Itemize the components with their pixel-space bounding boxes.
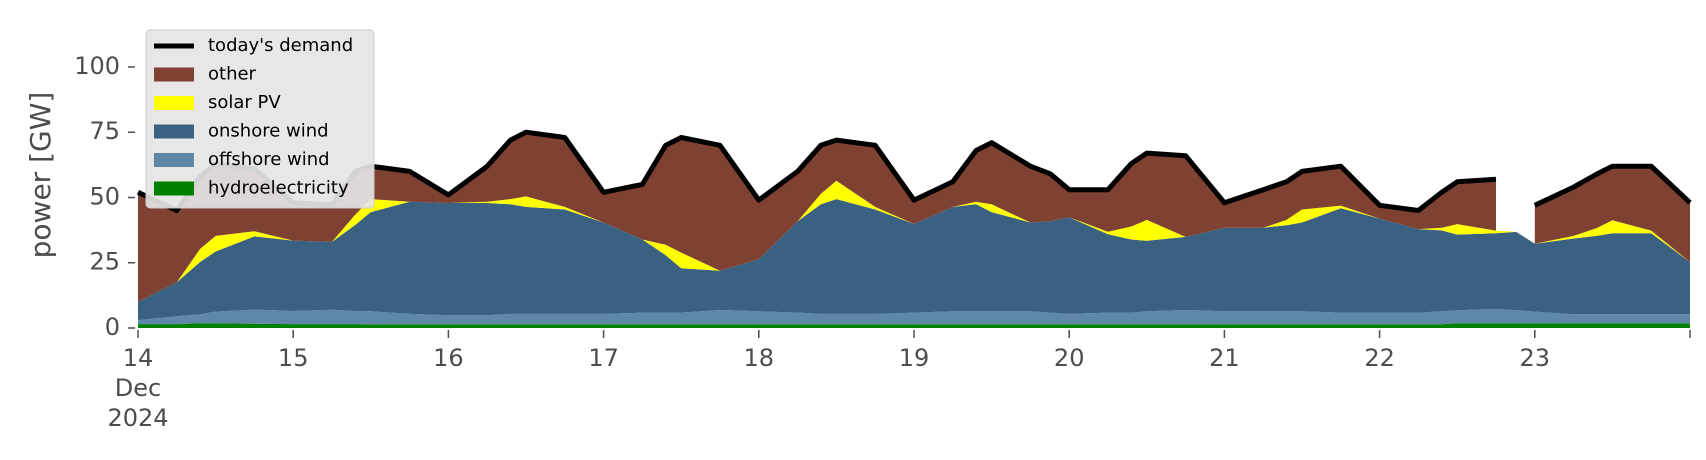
hydro-area [138, 323, 1690, 328]
x-tick-label: 23 [1520, 344, 1551, 372]
legend-swatch [154, 67, 194, 82]
onshore-area [138, 199, 1690, 321]
x-tick-label: 22 [1364, 344, 1395, 372]
y-tick-label: 100 [74, 52, 120, 80]
legend-swatch [154, 124, 194, 139]
legend-label: onshore wind [208, 121, 329, 142]
y-tick-label: 50 [89, 182, 120, 210]
legend-label: solar PV [208, 92, 281, 113]
other-area [1534, 166, 1690, 262]
x-tick-label: 21 [1209, 344, 1240, 372]
y-axis-label: power [GW] [24, 92, 57, 259]
x-tick-label: 18 [744, 344, 775, 372]
x-tick-label: 19 [899, 344, 930, 372]
legend-label: offshore wind [208, 149, 330, 170]
offshore-area [138, 308, 1690, 325]
demand-line [1533, 163, 1692, 208]
legend-label: today's demand [208, 35, 353, 56]
x-tick-label: 14 Dec 2024 [107, 344, 168, 432]
legend-swatch [154, 153, 194, 167]
legend-box [145, 29, 375, 209]
legend-label: other [208, 64, 257, 85]
legend-swatch [154, 96, 194, 110]
x-tick-label: 16 [433, 344, 464, 372]
legend: today's demand other solar PV onshore wind o… [145, 29, 375, 209]
x-tick-label: 20 [1054, 344, 1085, 372]
axes: 0 25 50 75 100 14 Dec 2024 15 16 17 18 19 20 21 22 23 [74, 52, 1691, 432]
x-tick-label: 15 [278, 344, 309, 372]
legend-label: hydroelectricity [208, 178, 349, 199]
solar-area [138, 180, 1690, 302]
y-tick-label: 75 [89, 117, 120, 145]
y-tick-label: 25 [89, 248, 120, 276]
legend-swatch [154, 181, 194, 196]
y-tick-label: 0 [105, 313, 120, 341]
x-tick-label: 17 [588, 344, 619, 372]
